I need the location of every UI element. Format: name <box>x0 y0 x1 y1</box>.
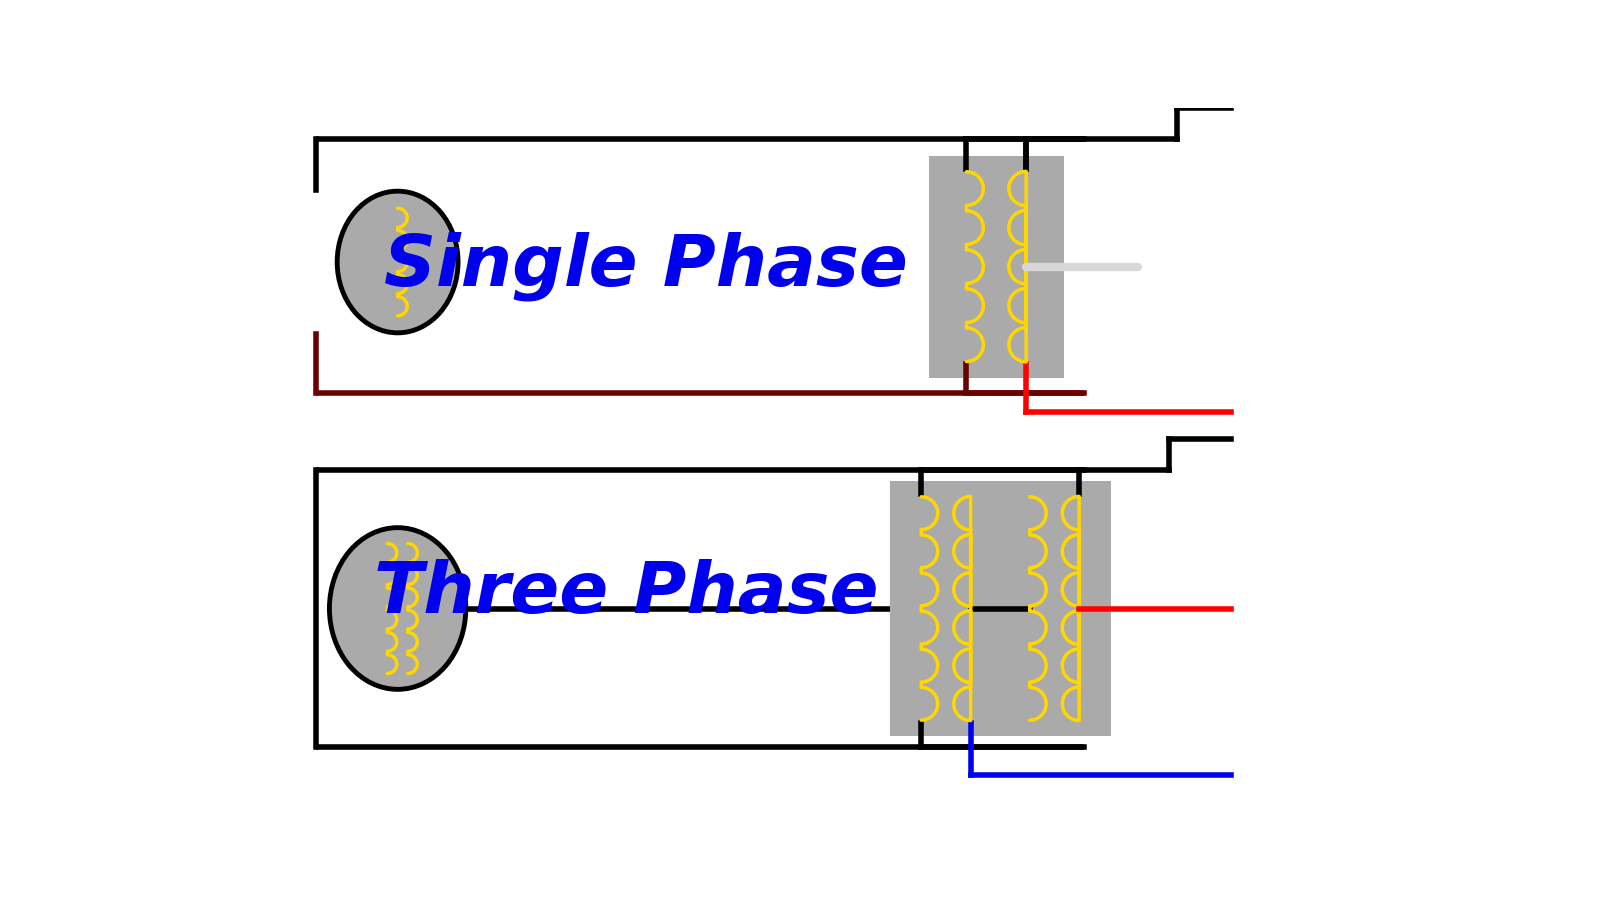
Bar <box>890 482 1002 735</box>
Ellipse shape <box>330 527 466 689</box>
Bar <box>998 482 1110 735</box>
Bar <box>928 156 1064 377</box>
Text: Single Phase: Single Phase <box>384 231 907 301</box>
Text: Three Phase: Three Phase <box>374 559 878 627</box>
Ellipse shape <box>338 191 458 333</box>
